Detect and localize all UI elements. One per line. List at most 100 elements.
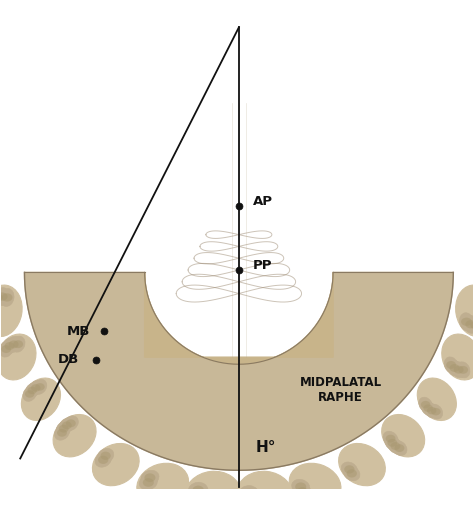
Ellipse shape: [459, 313, 474, 331]
Ellipse shape: [243, 489, 255, 499]
Polygon shape: [25, 272, 453, 470]
Ellipse shape: [23, 386, 36, 402]
Ellipse shape: [461, 317, 472, 326]
Ellipse shape: [421, 401, 435, 416]
Ellipse shape: [469, 316, 474, 334]
Ellipse shape: [421, 401, 430, 408]
Ellipse shape: [0, 334, 36, 380]
Ellipse shape: [3, 338, 17, 354]
Ellipse shape: [192, 486, 204, 495]
Ellipse shape: [1, 293, 12, 302]
Ellipse shape: [452, 361, 465, 378]
Ellipse shape: [454, 366, 464, 374]
Ellipse shape: [27, 387, 37, 394]
Ellipse shape: [449, 364, 459, 372]
Ellipse shape: [429, 404, 443, 419]
Ellipse shape: [0, 287, 9, 306]
Ellipse shape: [425, 403, 438, 418]
Ellipse shape: [188, 482, 208, 499]
Ellipse shape: [387, 439, 397, 447]
Ellipse shape: [470, 321, 474, 329]
Ellipse shape: [0, 285, 22, 337]
Ellipse shape: [64, 416, 78, 431]
Ellipse shape: [388, 439, 403, 453]
Ellipse shape: [57, 429, 67, 437]
Ellipse shape: [0, 293, 3, 302]
Ellipse shape: [417, 378, 456, 420]
Ellipse shape: [143, 478, 154, 487]
Text: DB: DB: [58, 353, 79, 366]
Ellipse shape: [383, 431, 398, 446]
Ellipse shape: [0, 288, 14, 306]
Ellipse shape: [35, 383, 45, 390]
Ellipse shape: [341, 462, 357, 477]
Ellipse shape: [21, 378, 61, 420]
Ellipse shape: [185, 472, 241, 507]
Ellipse shape: [191, 491, 203, 501]
Ellipse shape: [29, 381, 43, 395]
Ellipse shape: [26, 383, 39, 398]
Ellipse shape: [0, 288, 4, 306]
Ellipse shape: [59, 418, 74, 433]
Ellipse shape: [456, 285, 474, 337]
Text: MB: MB: [66, 325, 90, 338]
Ellipse shape: [145, 474, 155, 482]
Ellipse shape: [292, 479, 310, 494]
Ellipse shape: [431, 408, 441, 415]
Ellipse shape: [297, 487, 308, 496]
Ellipse shape: [188, 488, 208, 504]
Ellipse shape: [385, 436, 400, 450]
Ellipse shape: [56, 421, 71, 436]
Ellipse shape: [33, 379, 47, 394]
Ellipse shape: [0, 293, 8, 301]
Ellipse shape: [0, 341, 13, 357]
Ellipse shape: [338, 444, 385, 486]
Ellipse shape: [295, 483, 306, 491]
Ellipse shape: [391, 442, 401, 450]
Polygon shape: [145, 272, 333, 364]
Ellipse shape: [344, 465, 355, 474]
Ellipse shape: [92, 444, 139, 486]
Ellipse shape: [53, 415, 96, 457]
Ellipse shape: [139, 475, 157, 490]
Ellipse shape: [95, 452, 111, 467]
Ellipse shape: [59, 425, 69, 432]
Ellipse shape: [13, 340, 23, 348]
Ellipse shape: [141, 470, 159, 485]
Ellipse shape: [1, 345, 11, 353]
Ellipse shape: [98, 448, 114, 463]
Ellipse shape: [62, 421, 72, 429]
Ellipse shape: [382, 415, 425, 457]
Ellipse shape: [11, 336, 25, 352]
Ellipse shape: [447, 360, 461, 376]
Ellipse shape: [98, 456, 109, 464]
Text: PP: PP: [253, 259, 273, 272]
Ellipse shape: [386, 434, 395, 443]
Ellipse shape: [344, 466, 360, 481]
Ellipse shape: [458, 366, 468, 374]
Ellipse shape: [293, 484, 311, 499]
Ellipse shape: [66, 419, 76, 427]
Ellipse shape: [244, 494, 255, 504]
Ellipse shape: [289, 463, 341, 506]
Ellipse shape: [240, 491, 260, 507]
Ellipse shape: [5, 342, 14, 350]
Text: H°: H°: [256, 440, 276, 455]
Ellipse shape: [9, 340, 18, 348]
Ellipse shape: [137, 463, 189, 506]
Text: AP: AP: [253, 195, 273, 208]
Ellipse shape: [100, 452, 111, 460]
Ellipse shape: [346, 469, 357, 478]
Ellipse shape: [25, 390, 35, 397]
Ellipse shape: [456, 362, 470, 378]
Ellipse shape: [237, 472, 293, 507]
Ellipse shape: [392, 441, 407, 455]
Ellipse shape: [419, 397, 432, 412]
Ellipse shape: [394, 444, 404, 452]
Ellipse shape: [7, 336, 20, 352]
Ellipse shape: [31, 384, 40, 392]
Ellipse shape: [464, 315, 474, 333]
Ellipse shape: [442, 334, 474, 380]
Ellipse shape: [423, 405, 433, 412]
Text: MIDPALATAL
RAPHE: MIDPALATAL RAPHE: [300, 376, 382, 404]
